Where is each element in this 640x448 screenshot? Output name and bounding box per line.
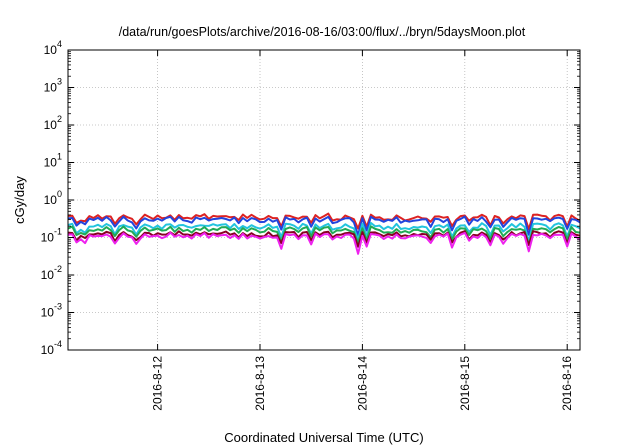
y-tick-label: 10-1 [41, 227, 62, 245]
x-tick-label: 2016-8-16 [560, 356, 574, 411]
series-line [67, 212, 581, 231]
series-line [67, 225, 581, 246]
axis-ticks: 10-4 10-3 10-2 10-1 100 101 102 103 104 2016-8-12… [41, 39, 580, 411]
x-tick-label: 2016-8-12 [151, 356, 165, 411]
y-tick-label: 100 [44, 189, 62, 207]
grid-lines [68, 50, 580, 350]
series-line [67, 231, 581, 255]
y-tick-label: 101 [44, 152, 62, 170]
y-tick-label: 102 [44, 114, 62, 132]
data-series [67, 212, 581, 255]
series-line [67, 221, 581, 242]
y-axis-label-group: cGy/day [12, 176, 27, 224]
x-axis-label: Coordinated Universal Time (UTC) [224, 430, 423, 445]
y-tick-label: 103 [44, 77, 62, 95]
x-tick-label: 2016-8-15 [458, 356, 472, 411]
series-line [67, 215, 581, 237]
x-tick-label: 2016-8-14 [355, 356, 369, 411]
y-axis-label: cGy/day [12, 176, 27, 224]
y-tick-label: 10-3 [41, 302, 62, 320]
y-tick-label: 10-2 [41, 264, 62, 282]
y-tick-label: 10-4 [41, 339, 62, 357]
x-tick-label: 2016-8-13 [253, 356, 267, 411]
y-tick-label: 104 [44, 39, 62, 57]
chart-title: /data/run/goesPlots/archive/2016-08-16/0… [119, 25, 526, 39]
